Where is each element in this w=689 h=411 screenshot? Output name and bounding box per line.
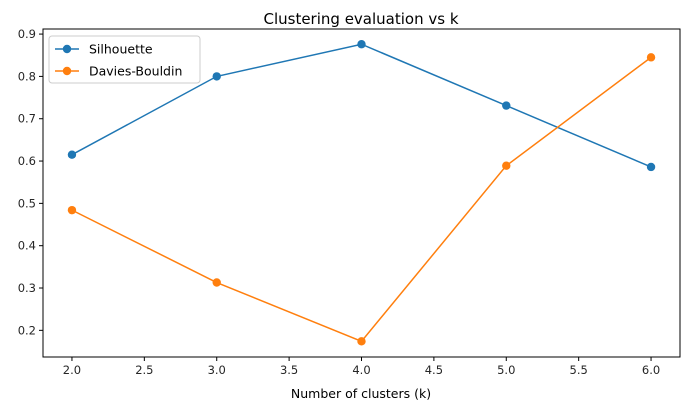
data-point-davies-bouldin <box>646 53 656 62</box>
y-tick-label: 0.6 <box>18 154 36 168</box>
y-tick-label: 0.3 <box>18 281 36 295</box>
x-tick-label: 3.0 <box>208 363 226 377</box>
x-tick-label: 2.0 <box>63 363 81 377</box>
chart-title: Clustering evaluation vs k <box>263 10 458 28</box>
y-tick-label: 0.5 <box>18 196 36 210</box>
series-line-davies-bouldin <box>71 56 652 343</box>
y-tick-label: 0.7 <box>18 112 36 126</box>
data-point-davies-bouldin <box>357 337 366 346</box>
x-tick-label: 4.5 <box>425 363 443 377</box>
legend: Silhouette Davies-Bouldin <box>48 35 201 84</box>
data-point-silhouette <box>502 101 511 110</box>
plot-area <box>67 40 656 346</box>
y-tick-label: 0.4 <box>18 239 36 253</box>
x-tick-label: 5.5 <box>570 363 588 377</box>
x-tick-label: 4.0 <box>352 363 370 377</box>
data-point-silhouette <box>646 162 656 172</box>
legend-label-silhouette: Silhouette <box>89 42 153 57</box>
legend-label-davies-bouldin: Davies-Bouldin <box>89 64 182 79</box>
y-tick-label: 0.8 <box>18 69 36 83</box>
data-point-davies-bouldin <box>67 205 77 215</box>
x-axis-label: Number of clusters (k) <box>291 386 431 401</box>
y-tick-label: 0.9 <box>18 27 36 41</box>
x-tick-label: 6.0 <box>642 363 660 377</box>
x-tick-label: 5.0 <box>497 363 515 377</box>
data-point-silhouette <box>67 150 77 159</box>
data-point-silhouette <box>212 72 221 81</box>
legend-marker-silhouette <box>62 44 72 54</box>
legend-box <box>48 35 201 84</box>
x-tick-label: 3.5 <box>280 363 298 377</box>
data-point-davies-bouldin <box>502 161 511 170</box>
axes: 2.0 2.5 3.0 3.5 4.0 4.5 5.0 5.5 6.0 0.2 0.3 0.4 0.5 0… <box>18 27 660 377</box>
data-point-silhouette <box>357 40 366 49</box>
legend-marker-davies-bouldin <box>62 66 72 76</box>
x-tick-label: 2.5 <box>135 363 153 377</box>
y-tick-label: 0.2 <box>18 323 36 337</box>
data-point-davies-bouldin <box>212 278 221 287</box>
